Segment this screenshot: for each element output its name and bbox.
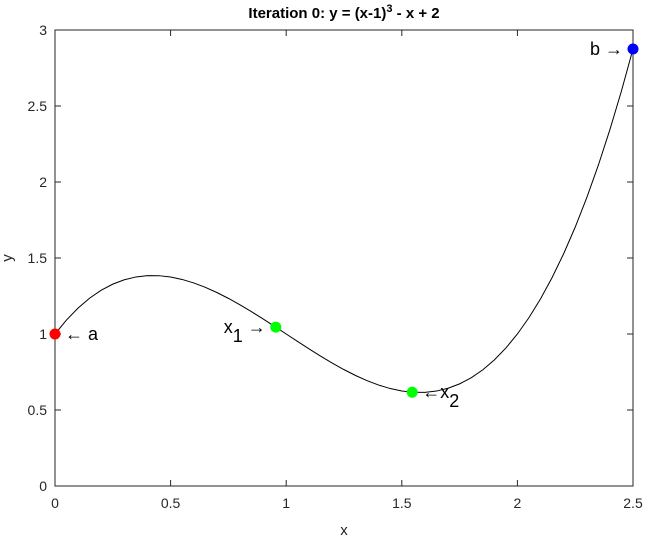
- y-axis-label: y: [0, 254, 16, 262]
- y-tick-label: 1: [39, 326, 47, 342]
- label-sub: 1: [233, 326, 243, 346]
- label-text: ← a: [65, 324, 99, 344]
- title-text: Iteration 0: y = (x-1): [248, 5, 386, 22]
- point-label: x1 →: [224, 317, 266, 346]
- x-tick-label: 1.5: [392, 495, 412, 511]
- point-label: b →: [590, 39, 623, 59]
- x-tick-label: 2: [514, 495, 522, 511]
- title-after: - x + 2: [392, 5, 439, 22]
- point: [406, 386, 418, 398]
- point: [270, 321, 282, 333]
- y-tick-label: 2.5: [28, 98, 48, 114]
- label-text: b →: [590, 39, 623, 59]
- y-tick-label: 0: [39, 478, 47, 494]
- title-sup: 3: [386, 3, 392, 15]
- x-tick-label: 0: [51, 495, 59, 511]
- chart-title: Iteration 0: y = (x-1)3 - x + 2: [248, 3, 439, 22]
- label-text: ←x: [422, 382, 449, 402]
- label-text: x: [224, 317, 233, 337]
- x-axis-label: x: [340, 522, 348, 539]
- point-label: ←x2: [422, 382, 459, 411]
- point: [627, 43, 639, 55]
- label-after: →: [243, 317, 266, 337]
- y-tick-label: 1.5: [28, 250, 48, 266]
- y-tick-label: 0.5: [28, 402, 48, 418]
- curve: [54, 48, 634, 393]
- y-tick-label: 2: [39, 174, 47, 190]
- y-tick-label: 3: [39, 22, 47, 38]
- label-sub: 2: [449, 391, 459, 411]
- point: [49, 328, 61, 340]
- x-tick-label: 2.5: [623, 495, 643, 511]
- point-label: ← a: [65, 324, 99, 344]
- x-tick-label: 1: [282, 495, 290, 511]
- x-tick-label: 0.5: [161, 495, 181, 511]
